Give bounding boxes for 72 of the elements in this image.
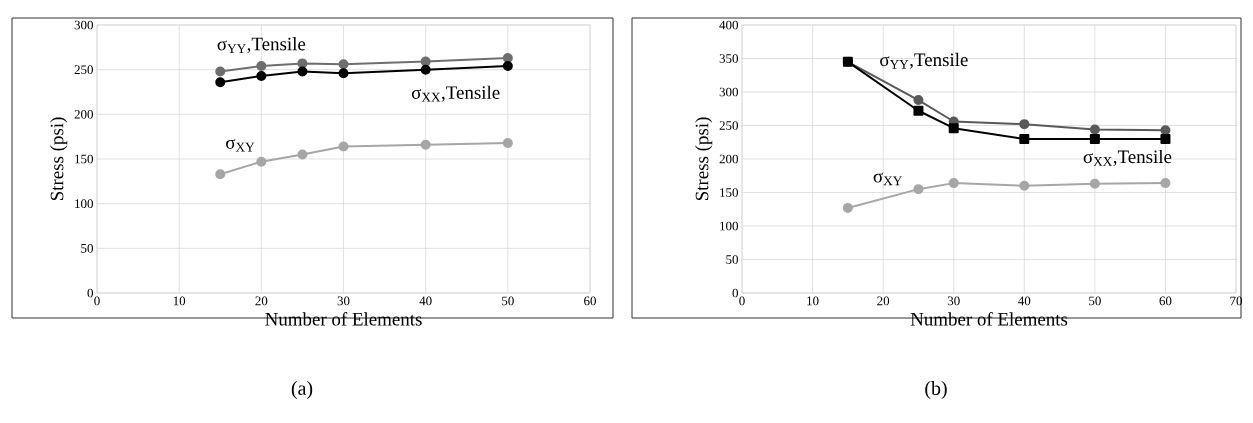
series-label: σ$_{XY}$ xyxy=(226,138,255,152)
point xyxy=(948,178,959,189)
series-label: σ$_{XX}$,Tensile xyxy=(1083,149,1172,166)
point xyxy=(338,68,349,79)
y-tick-label: 300 xyxy=(719,87,738,97)
x-tick-label: 50 xyxy=(1089,296,1101,306)
x-tick-label: 20 xyxy=(255,296,268,306)
x-axis-title: Number of Elements xyxy=(910,312,1068,326)
x-tick-label: 50 xyxy=(502,296,514,306)
point xyxy=(420,64,431,75)
text: (a) xyxy=(291,380,313,400)
y-tick-label: 200 xyxy=(74,109,93,119)
x-tick-label: 10 xyxy=(807,296,819,306)
point xyxy=(842,202,853,213)
y-tick-label: 200 xyxy=(719,154,738,164)
series-label: σ$_{YY}$,Tensile xyxy=(217,37,306,54)
x-tick-label: 40 xyxy=(1018,296,1031,306)
x-axis-title: Number of Elements xyxy=(265,312,422,326)
point xyxy=(948,123,959,134)
point xyxy=(420,139,431,150)
y-tick-label: 0 xyxy=(87,288,93,298)
x-tick-label: 0 xyxy=(94,296,100,306)
y-tick-label: 100 xyxy=(75,199,93,209)
y-tick-label: 50 xyxy=(81,243,93,253)
y-tick-label: 300 xyxy=(74,20,93,30)
x-tick-label: 30 xyxy=(947,296,960,306)
point xyxy=(215,66,226,77)
y-tick-label: 400 xyxy=(719,20,738,30)
point xyxy=(256,61,267,72)
point xyxy=(1019,180,1030,191)
point xyxy=(338,141,349,152)
x-tick-label: 40 xyxy=(419,296,432,306)
text: (b) xyxy=(925,380,947,400)
x-tick-label: 30 xyxy=(337,296,350,306)
point xyxy=(215,77,226,88)
point xyxy=(338,59,349,70)
y-axis-title: Stress (psi) xyxy=(50,117,68,201)
point xyxy=(913,95,924,106)
y-tick-label: 350 xyxy=(719,54,738,63)
point xyxy=(297,66,308,77)
point xyxy=(256,156,267,167)
y-tick-label: 0 xyxy=(732,288,738,298)
y-tick-label: 250 xyxy=(74,65,93,75)
y-tick-label: 150 xyxy=(720,188,738,197)
point xyxy=(256,70,267,81)
point xyxy=(1089,178,1100,189)
x-tick-label: 0 xyxy=(739,296,745,306)
x-tick-label: 20 xyxy=(877,296,890,306)
x-tick-label: 60 xyxy=(1159,296,1172,306)
point xyxy=(1160,133,1171,144)
point xyxy=(913,105,924,116)
x-tick-label: 70 xyxy=(1230,296,1242,306)
series-label: σ$_{XX}$,Tensile xyxy=(411,85,500,102)
point xyxy=(913,184,924,195)
point xyxy=(1019,119,1030,130)
y-tick-label: 100 xyxy=(720,221,738,231)
x-tick-label: 10 xyxy=(173,296,186,306)
point xyxy=(1019,133,1030,144)
x-tick-label: 60 xyxy=(584,296,596,306)
series-label: σ$_{YY}$,Tensile xyxy=(880,52,968,69)
y-tick-label: 150 xyxy=(75,154,93,164)
y-tick-label: 50 xyxy=(726,255,738,264)
point xyxy=(215,169,226,180)
point xyxy=(1160,178,1171,189)
point xyxy=(1089,133,1100,144)
series-label: σ$_{XY}$ xyxy=(873,172,902,186)
point xyxy=(1089,124,1100,135)
y-axis-title: Stress (psi) xyxy=(695,117,713,201)
point xyxy=(502,61,513,72)
point xyxy=(502,137,513,148)
point xyxy=(297,149,308,160)
y-tick-label: 250 xyxy=(719,121,738,130)
